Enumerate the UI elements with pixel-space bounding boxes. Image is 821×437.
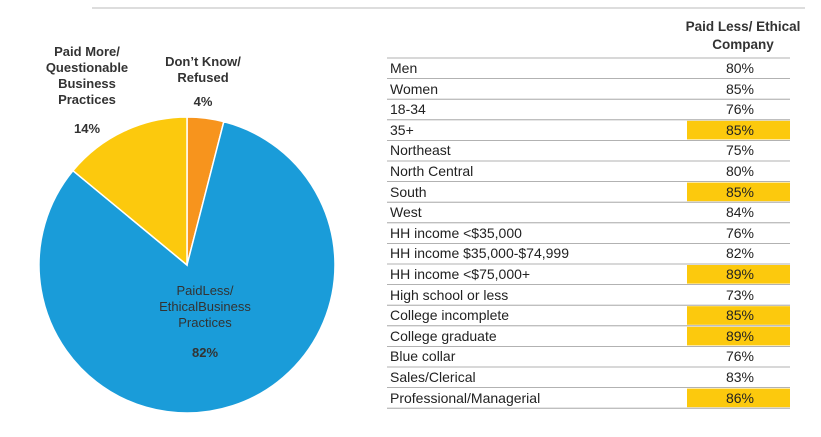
row-value: 83% <box>725 369 755 385</box>
row-label: Men <box>390 60 418 76</box>
pie-slice <box>71 116 188 267</box>
row-label: Professional/Managerial <box>390 389 541 406</box>
row-value: 85% <box>725 307 755 324</box>
header-label: Paid Less/ Ethical Company <box>685 19 801 52</box>
row-value: 76% <box>725 348 755 365</box>
value-label: 14% <box>73 121 101 136</box>
row-value: 86% <box>725 389 755 406</box>
value-label: 4% <box>193 94 213 109</box>
highlight <box>687 388 790 408</box>
row-value: 82% <box>725 245 755 262</box>
row-value: 85% <box>725 80 755 97</box>
row-label: West <box>390 204 422 221</box>
slice-label: PaidLess/ EthicalBusiness Practices <box>159 283 251 330</box>
highlight <box>687 182 790 202</box>
pie-slice <box>38 120 336 414</box>
highlight <box>687 265 790 284</box>
slice-label: Paid More/ Questionable Business Practic… <box>45 44 129 107</box>
highlight <box>687 306 790 325</box>
row-value: 85% <box>725 121 755 138</box>
row-label: Blue collar <box>390 348 456 365</box>
row-label: Sales/Clerical <box>390 369 476 385</box>
row-label: 35+ <box>390 121 414 138</box>
row-label: College incomplete <box>390 307 510 324</box>
row-value: 80% <box>725 60 755 76</box>
highlight <box>687 326 790 346</box>
highlight <box>687 120 790 140</box>
row-value: 89% <box>725 266 755 282</box>
row-value: 76% <box>725 101 755 118</box>
row-value: 89% <box>725 327 755 344</box>
row-label: 18-34 <box>390 101 426 118</box>
row-label: North Central <box>390 163 474 179</box>
row-value: 75% <box>725 142 755 159</box>
row-value: 85% <box>725 183 755 200</box>
row-value: 76% <box>725 224 755 241</box>
row-label: Women <box>390 80 438 97</box>
row-label: HH income <$35,000 <box>390 224 522 241</box>
row-value: 73% <box>725 286 755 303</box>
row-value: 84% <box>725 204 755 221</box>
value-label: 82% <box>191 345 219 360</box>
slice-label: Don’t Know/ Refused <box>165 54 241 85</box>
row-label: HH income <$75,000+ <box>390 266 531 282</box>
row-label: College graduate <box>390 327 497 344</box>
row-label: High school or less <box>390 286 509 303</box>
row-label: South <box>390 183 427 200</box>
row-label: Northeast <box>390 142 451 159</box>
row-label: HH income $35,000-$74,999 <box>390 245 570 262</box>
row-value: 80% <box>725 163 755 179</box>
